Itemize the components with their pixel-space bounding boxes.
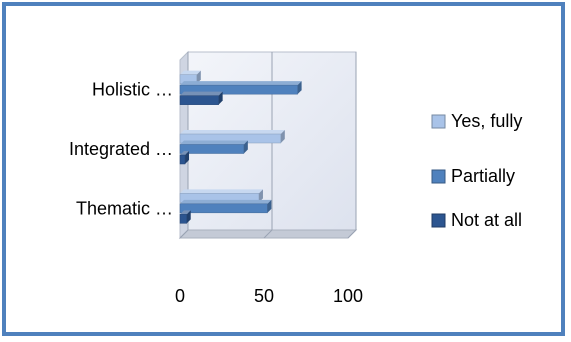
bar-end <box>280 130 285 143</box>
bar-end <box>186 210 191 224</box>
bar-top <box>180 189 263 194</box>
bar <box>179 95 219 105</box>
bar-top <box>180 91 223 96</box>
bar-top <box>180 210 191 215</box>
gridline-floor <box>347 229 357 239</box>
bar-top <box>180 70 201 75</box>
legend-label: Partially <box>451 166 515 186</box>
category-label: Thematic … <box>76 198 173 218</box>
bar <box>179 144 245 154</box>
category-label: Holistic … <box>92 80 173 100</box>
bar-end <box>196 70 201 84</box>
gridline-floor <box>179 229 189 239</box>
bar-end <box>258 189 263 203</box>
x-tick-label: 100 <box>333 286 363 306</box>
x-tick-label: 50 <box>254 286 274 306</box>
x-tick-label: 0 <box>175 286 185 306</box>
x-tick-labels: 0 50 100 <box>175 286 363 306</box>
legend-label: Not at all <box>451 210 522 230</box>
legend-label: Yes, fully <box>451 111 522 131</box>
bar <box>179 203 268 214</box>
bar-end <box>267 199 272 213</box>
bar-top <box>180 140 248 145</box>
bar-end <box>218 91 223 105</box>
category-labels: Thematic … Integrated … Holistic … <box>69 80 173 219</box>
bar-end <box>297 81 302 95</box>
bar-top <box>180 151 190 155</box>
legend-swatch <box>431 114 446 129</box>
gridline-floor <box>263 229 273 239</box>
bar-top <box>180 81 302 86</box>
category-label: Integrated … <box>69 139 173 159</box>
legend: Yes, fully Partially Not at all <box>431 111 522 230</box>
legend-swatch <box>431 169 446 184</box>
bar-top <box>180 199 272 204</box>
bar <box>179 84 298 95</box>
legend-swatch <box>431 213 446 228</box>
bar <box>179 214 187 224</box>
bar <box>179 154 186 165</box>
bar-end <box>185 151 190 164</box>
bars <box>179 70 302 224</box>
bar-end <box>243 140 248 154</box>
bar-top <box>180 130 285 134</box>
